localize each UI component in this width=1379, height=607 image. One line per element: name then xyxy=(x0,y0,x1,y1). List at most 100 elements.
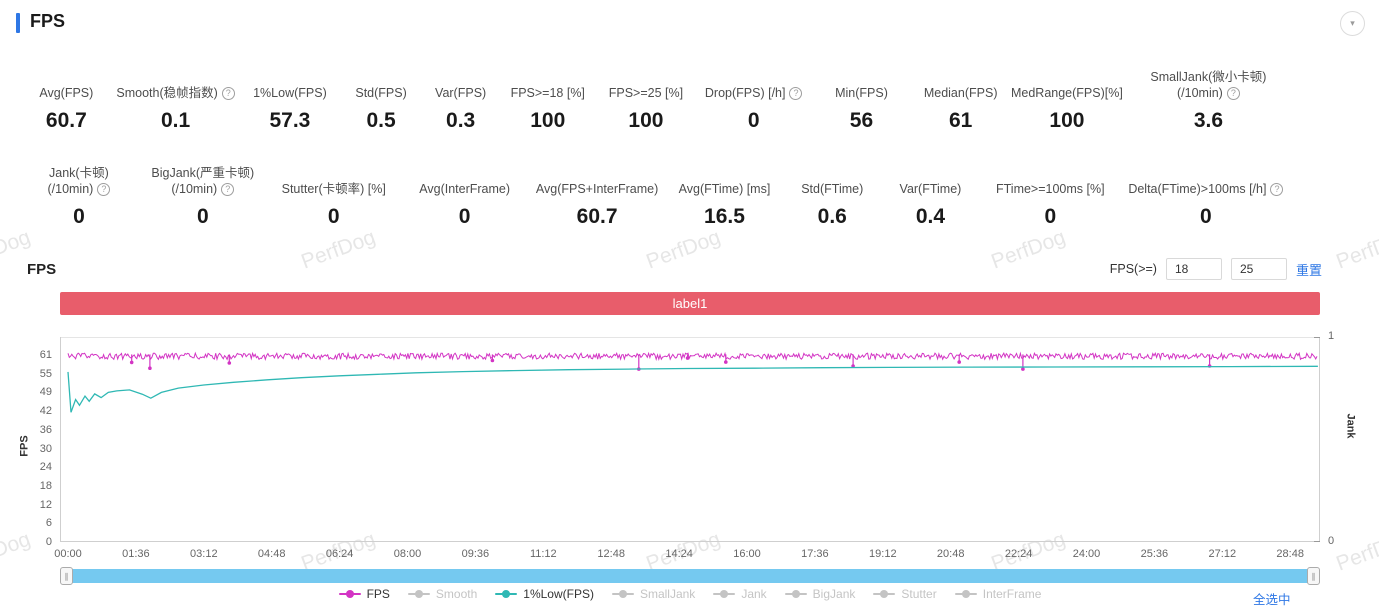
metric-label-text: Var(FPS) xyxy=(435,86,487,100)
legend-item-label: 1%Low(FPS) xyxy=(523,587,594,601)
metric-value: 0.1 xyxy=(161,109,191,132)
x-axis-tick-label: 16:00 xyxy=(733,548,761,560)
metric-bigjank: BigJank(严重卡顿) (/10min)? 0 xyxy=(138,160,268,229)
help-icon[interactable]: ? xyxy=(789,86,803,100)
metric-label: MedRange(FPS)[%] xyxy=(1011,64,1123,101)
x-axis-tick-label: 06:24 xyxy=(325,548,354,560)
select-all-link[interactable]: 全选中 xyxy=(1253,593,1291,607)
y-axis-tick-label: 55 xyxy=(39,367,52,380)
legend-item-fps[interactable]: FPS xyxy=(338,587,390,601)
x-axis-tick-label: 04:48 xyxy=(257,548,286,560)
legend-line-icon xyxy=(611,590,634,599)
x-axis-tick-label: 00:00 xyxy=(54,548,82,560)
y-axis-tick-label: 49 xyxy=(39,386,52,399)
metric-label: Avg(FPS) xyxy=(39,64,93,101)
metric-label: 1%Low(FPS) xyxy=(253,64,327,101)
collapse-section-button[interactable]: ▾ xyxy=(1340,11,1365,36)
metric-label-text: Stutter(卡顿率) [%] xyxy=(281,182,386,196)
scrollbar-right-handle[interactable]: ∥ xyxy=(1307,567,1320,585)
help-icon[interactable]: ? xyxy=(221,182,235,196)
metric-std-ftime: Std(FTime) 0.6 xyxy=(784,160,880,229)
metric-value: 0 xyxy=(1200,205,1212,228)
chart-scrollbar[interactable]: ∥ ∥ xyxy=(60,567,1320,585)
metric-smooth: Smooth(稳帧指数)? 0.1 xyxy=(113,64,239,133)
legend-line-icon xyxy=(784,590,807,599)
metric-label-text: Avg(FPS+InterFrame) xyxy=(535,182,659,196)
metric-label: SmallJank(微小卡顿) (/10min)? xyxy=(1150,64,1266,101)
legend-item-jank[interactable]: Jank xyxy=(713,587,767,601)
metric-label: Stutter(卡顿率) [%] xyxy=(282,160,386,197)
metric-avg-fps: Avg(FPS) 60.7 xyxy=(20,64,113,133)
fps-threshold-input-2[interactable] xyxy=(1230,258,1287,280)
metric-label: Avg(InterFrame) xyxy=(419,160,510,197)
metric-min-fps: Min(FPS) 56 xyxy=(811,64,913,133)
y-axis-tick-label: 36 xyxy=(39,423,52,436)
metric-label: Jank(卡顿) (/10min)? xyxy=(47,160,111,197)
x-axis-tick-label: 11:12 xyxy=(529,548,557,560)
chart-title: FPS xyxy=(27,261,57,278)
watermark: PerfDog xyxy=(643,225,724,274)
help-icon[interactable]: ? xyxy=(1270,182,1284,196)
x-axis-tick-label: 22:24 xyxy=(1004,548,1033,560)
legend-item-bigjank[interactable]: BigJank xyxy=(784,587,856,601)
metric-label: Std(FPS) xyxy=(355,64,406,101)
metric-value: 56 xyxy=(849,109,874,132)
fps-threshold-label: FPS(>=) xyxy=(1109,262,1157,276)
legend-item-smalljank[interactable]: SmallJank xyxy=(611,587,695,601)
watermark: PerfDog xyxy=(298,225,379,274)
metric-value: 100 xyxy=(1049,109,1085,132)
x-axis-tick-label: 28:48 xyxy=(1276,548,1304,560)
metric-label-text: SmallJank(微小卡顿) xyxy=(1150,70,1267,84)
metric-fps-18-%: FPS>=18 [%] 100 xyxy=(500,64,595,133)
metric-label-text: Median(FPS) xyxy=(923,86,998,100)
help-icon[interactable]: ? xyxy=(97,182,111,196)
metric-var-ftime: Var(FTime) 0.4 xyxy=(880,160,981,229)
y-axis-tick-label: 6 xyxy=(45,517,52,530)
metric-value: 0 xyxy=(747,109,760,132)
legend-item-interframe[interactable]: InterFrame xyxy=(954,587,1041,601)
metric-label: Var(FTime) xyxy=(900,160,962,197)
metric-label-text: Var(FTime) xyxy=(899,182,962,196)
legend-line-icon xyxy=(713,590,736,599)
metric-label: Min(FPS) xyxy=(835,64,888,101)
metric-label-text: (/10min) xyxy=(47,182,94,196)
metric-avg-fps+interframe: Avg(FPS+InterFrame) 60.7 xyxy=(530,160,665,229)
help-icon[interactable]: ? xyxy=(1226,86,1240,100)
fps-line-chart[interactable] xyxy=(60,337,1320,542)
fps-threshold-input-1[interactable] xyxy=(1165,258,1222,280)
metric-delta-ftime-100ms-h: Delta(FTime)>100ms [/h]? 0 xyxy=(1120,160,1292,229)
metric-1%low-fps: 1%Low(FPS) 57.3 xyxy=(239,64,342,133)
legend-item-smooth[interactable]: Smooth xyxy=(407,587,477,601)
metric-label-text: Min(FPS) xyxy=(835,86,888,100)
legend-item-label: BigJank xyxy=(812,587,856,601)
x-axis-tick-label: 24:00 xyxy=(1072,548,1101,560)
legend-item-stutter[interactable]: Stutter xyxy=(873,587,937,601)
x-axis-tick-label: 09:36 xyxy=(461,548,490,560)
help-icon[interactable]: ? xyxy=(221,86,235,100)
x-axis-tick-label: 20:48 xyxy=(936,548,965,560)
scrollbar-left-handle[interactable]: ∥ xyxy=(60,567,73,585)
right-axis-title: Jank xyxy=(1344,413,1357,439)
legend-item-label: Stutter xyxy=(901,587,937,601)
y-axis-tick-label: 0 xyxy=(45,536,52,548)
metric-value: 0.4 xyxy=(915,205,946,228)
metric-label: FTime>=100ms [%] xyxy=(996,160,1105,197)
metric-label-text: Drop(FPS) [/h] xyxy=(704,86,786,100)
metric-label: Smooth(稳帧指数)? xyxy=(116,64,235,101)
metric-label: Delta(FTime)>100ms [/h]? xyxy=(1128,160,1284,197)
reset-link[interactable]: 重置 xyxy=(1295,262,1322,278)
y-axis-tick-label: 30 xyxy=(39,442,52,455)
metrics-row-2: Jank(卡顿) (/10min)? 0 BigJank(严重卡顿) (/10min)?… xyxy=(20,160,1292,229)
metric-avg-ftime-ms: Avg(FTime) [ms] 16.5 xyxy=(665,160,785,229)
metric-value: 3.6 xyxy=(1193,109,1224,132)
metric-value: 0 xyxy=(327,205,340,228)
legend-item-1%low-fps[interactable]: 1%Low(FPS) xyxy=(495,587,594,601)
metric-label-text: Std(FPS) xyxy=(355,86,407,100)
legend-line-icon xyxy=(495,590,518,599)
metric-value: 57.3 xyxy=(269,109,311,132)
x-axis-tick-label: 27:12 xyxy=(1208,548,1237,560)
x-axis-tick-label: 17:36 xyxy=(801,548,829,560)
metric-value: 100 xyxy=(628,109,664,132)
metric-drop-fps-h: Drop(FPS) [/h]? 0 xyxy=(697,64,811,133)
legend-line-icon xyxy=(954,590,977,599)
